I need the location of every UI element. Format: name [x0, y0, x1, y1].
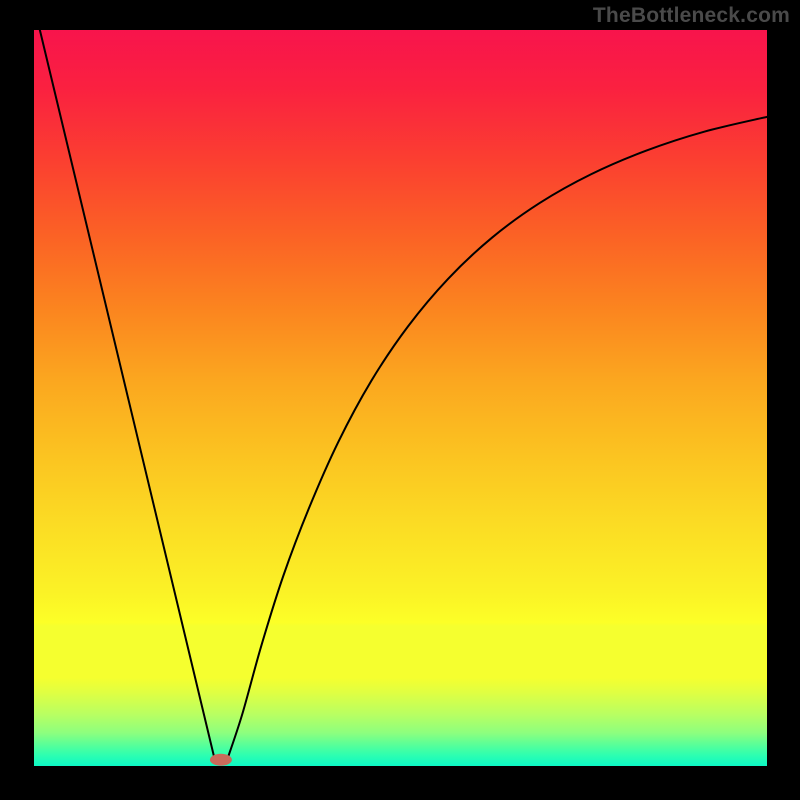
minimum-marker — [210, 754, 232, 766]
chart-svg — [0, 0, 800, 800]
watermark-text: TheBottleneck.com — [593, 4, 790, 28]
chart-container: TheBottleneck.com — [0, 0, 800, 800]
plot-gradient-background — [34, 30, 767, 766]
